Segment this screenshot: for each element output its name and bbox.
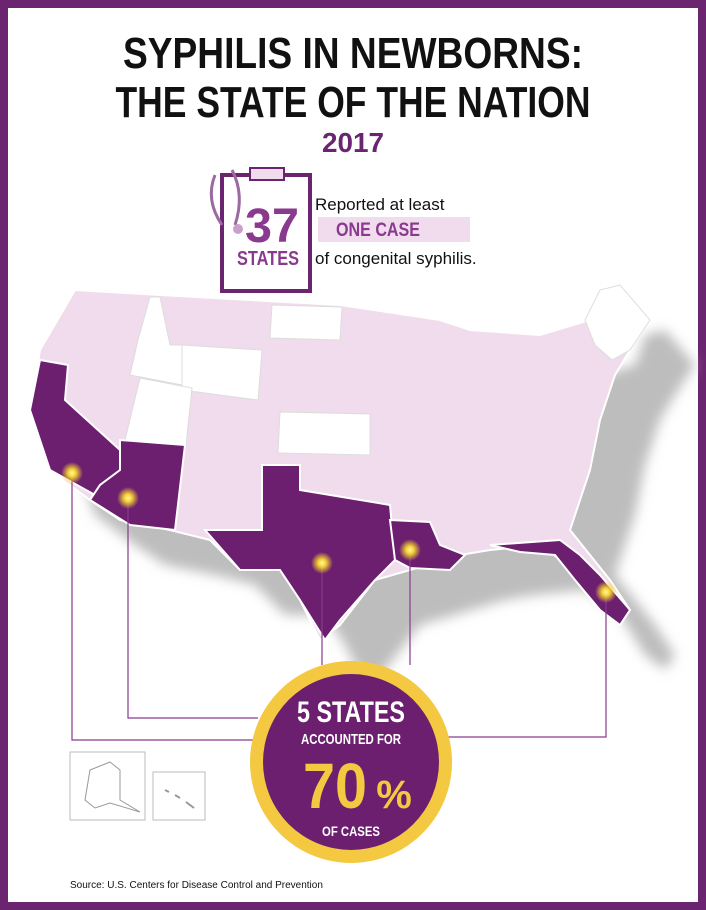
callout-footer: OF CASES (322, 823, 380, 839)
callout-percent: 70 (303, 750, 367, 822)
callout-headline: 5 STATES (297, 696, 405, 729)
title-line: THE STATE OF THE NATION (116, 78, 591, 127)
callout-subline: ACCOUNTED FOR (301, 731, 401, 748)
callout-circle (263, 674, 439, 850)
stat-text: Reported at least (315, 195, 445, 214)
stat-highlight: ONE CASE (336, 220, 420, 241)
year: 2017 (322, 127, 384, 158)
highlight-box (318, 217, 470, 242)
alaska-hawaii-insets (69, 751, 206, 821)
title-line: SYPHILIS IN NEWBORNS: (123, 29, 583, 78)
stat-unit: STATES (237, 248, 299, 270)
stat-text: of congenital syphilis. (315, 249, 477, 268)
clipboard-icon (209, 167, 312, 293)
glow-dots (61, 462, 617, 603)
connector-lines (71, 473, 607, 741)
callout-percent-sign: % (376, 773, 412, 817)
stat-number: 37 (245, 200, 299, 253)
source: Source: U.S. Centers for Disease Control… (70, 880, 323, 891)
us-map (28, 283, 695, 685)
